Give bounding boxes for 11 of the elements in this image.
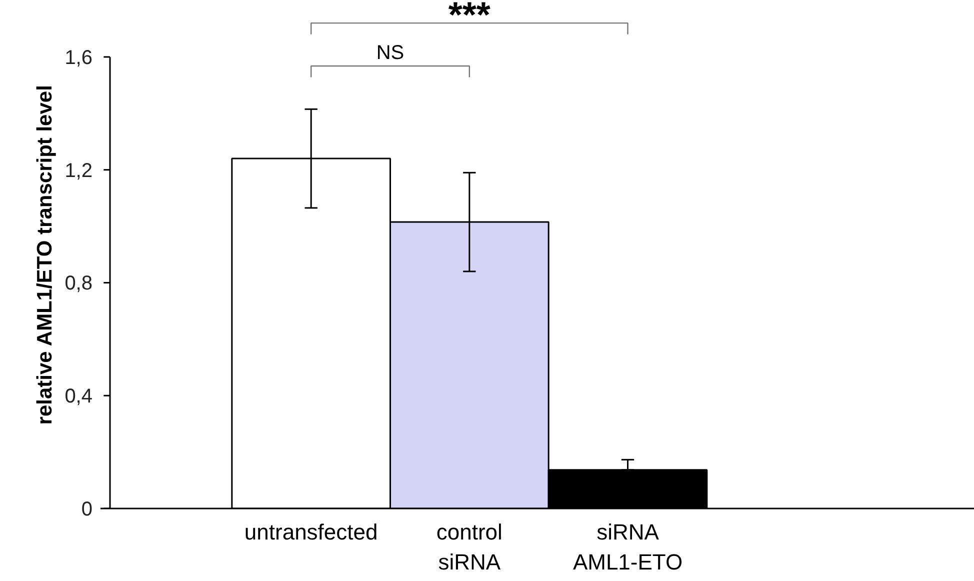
y-tick-label: 0,4 <box>64 386 93 408</box>
x-tick-label: untransfected <box>244 520 378 544</box>
x-tick-label: siRNA AML1-ETO <box>572 520 683 574</box>
y-tick-label: 0 <box>81 498 92 520</box>
y-tick-label: 1,2 <box>64 160 93 182</box>
y-tick-label: 0,8 <box>64 272 93 295</box>
text: *** <box>448 0 490 36</box>
y-tick-label: 1,6 <box>64 46 93 69</box>
y-axis-title: relative AML1/ETO transcript level <box>34 85 57 425</box>
x-tick-label: control siRNA <box>436 520 502 574</box>
annotation: NS <box>376 42 404 64</box>
